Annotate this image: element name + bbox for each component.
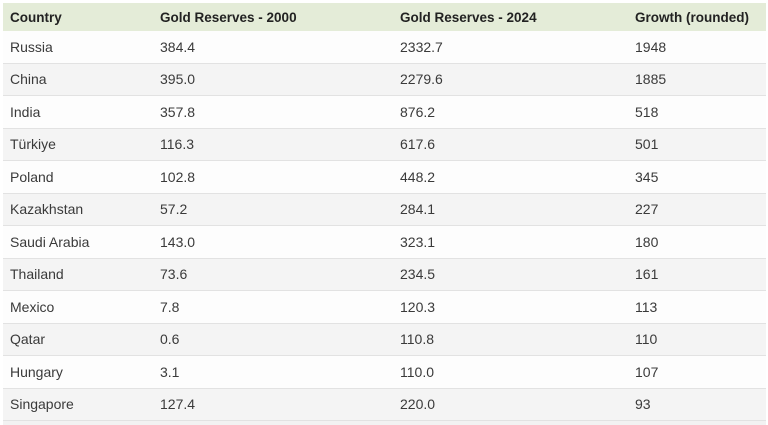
cell-reserves-2000: 3.1 [160,363,180,380]
cell-reserves-2024: 617.6 [400,136,436,153]
table-row: Qatar 0.6 110.8 110 [3,323,766,356]
cell-growth: 518 [635,103,659,120]
cell-country: China [10,71,47,88]
column-header-reserves-2000: Gold Reserves - 2000 [160,9,297,25]
cell-reserves-2024: 110.8 [400,331,434,348]
cell-reserves-2024: 876.2 [400,103,436,120]
table-header-row: Country Gold Reserves - 2000 Gold Reserv… [3,3,766,31]
cell-reserves-2000: 57.2 [160,201,188,218]
cell-reserves-2000: 395.0 [160,71,196,88]
cell-reserves-2024: 2279.6 [400,71,443,88]
table-row: Saudi Arabia 143.0 323.1 180 [3,226,766,259]
cell-reserves-2000: 73.6 [160,266,188,283]
cell-reserves-2000: 7.8 [160,298,180,315]
table-row: Kazakhstan 57.2 284.1 227 [3,193,766,226]
cell-country: India [10,103,41,120]
cell-growth: 110 [635,331,658,348]
cell-growth: 345 [635,168,659,185]
table-row: China 395.0 2279.6 1885 [3,63,766,96]
cell-country: Russia [10,38,53,55]
column-header-country: Country [10,9,62,25]
cell-reserves-2000: 102.8 [160,168,196,185]
cell-growth: 161 [635,266,659,283]
table-row: Russia 384.4 2332.7 1948 [3,31,766,64]
cell-reserves-2024: 234.5 [400,266,436,283]
cell-reserves-2024: 448.2 [400,168,436,185]
table-row: Mexico 7.8 120.3 113 [3,291,766,324]
table-row: Hungary 3.1 110.0 107 [3,356,766,389]
table-row: Türkiye 116.3 617.6 501 [3,128,766,161]
cell-country: Poland [10,168,54,185]
table-bottom-cutoff [3,421,766,425]
cell-reserves-2000: 127.4 [160,396,196,413]
cell-growth: 1885 [635,71,667,88]
cell-country: Mexico [10,298,55,315]
cell-country: Kazakhstan [10,201,84,218]
table-body: Russia 384.4 2332.7 1948 China 395.0 2279.6 188… [3,31,766,421]
cell-country: Qatar [10,331,46,348]
cell-country: Thailand [10,266,64,283]
cell-reserves-2024: 323.1 [400,233,436,250]
cell-growth: 1948 [635,38,667,55]
column-header-reserves-2024: Gold Reserves - 2024 [400,9,537,25]
cell-country: Hungary [10,363,63,380]
cell-reserves-2024: 110.0 [400,363,434,380]
cell-reserves-2000: 143.0 [160,233,196,250]
cell-growth: 93 [635,396,651,413]
cell-reserves-2024: 220.0 [400,396,436,413]
cell-reserves-2024: 284.1 [400,201,436,218]
cell-growth: 113 [635,298,658,315]
table-row: India 357.8 876.2 518 [3,96,766,129]
cell-growth: 227 [635,201,659,218]
cell-reserves-2024: 120.3 [400,298,436,315]
cell-growth: 107 [635,363,659,380]
table-row: Singapore 127.4 220.0 93 [3,388,766,421]
cell-reserves-2000: 357.8 [160,103,196,120]
cell-reserves-2024: 2332.7 [400,38,443,55]
cell-reserves-2000: 0.6 [160,331,180,348]
cell-country: Türkiye [10,136,56,153]
gold-reserves-table: Country Gold Reserves - 2000 Gold Reserv… [3,3,766,425]
cell-reserves-2000: 116.3 [160,136,194,153]
table-row: Poland 102.8 448.2 345 [3,161,766,194]
cell-growth: 180 [635,233,659,250]
cell-reserves-2000: 384.4 [160,38,196,55]
cell-country: Singapore [10,396,74,413]
column-header-growth: Growth (rounded) [635,9,749,25]
cell-country: Saudi Arabia [10,233,90,250]
cell-growth: 501 [635,136,659,153]
table-row: Thailand 73.6 234.5 161 [3,258,766,291]
